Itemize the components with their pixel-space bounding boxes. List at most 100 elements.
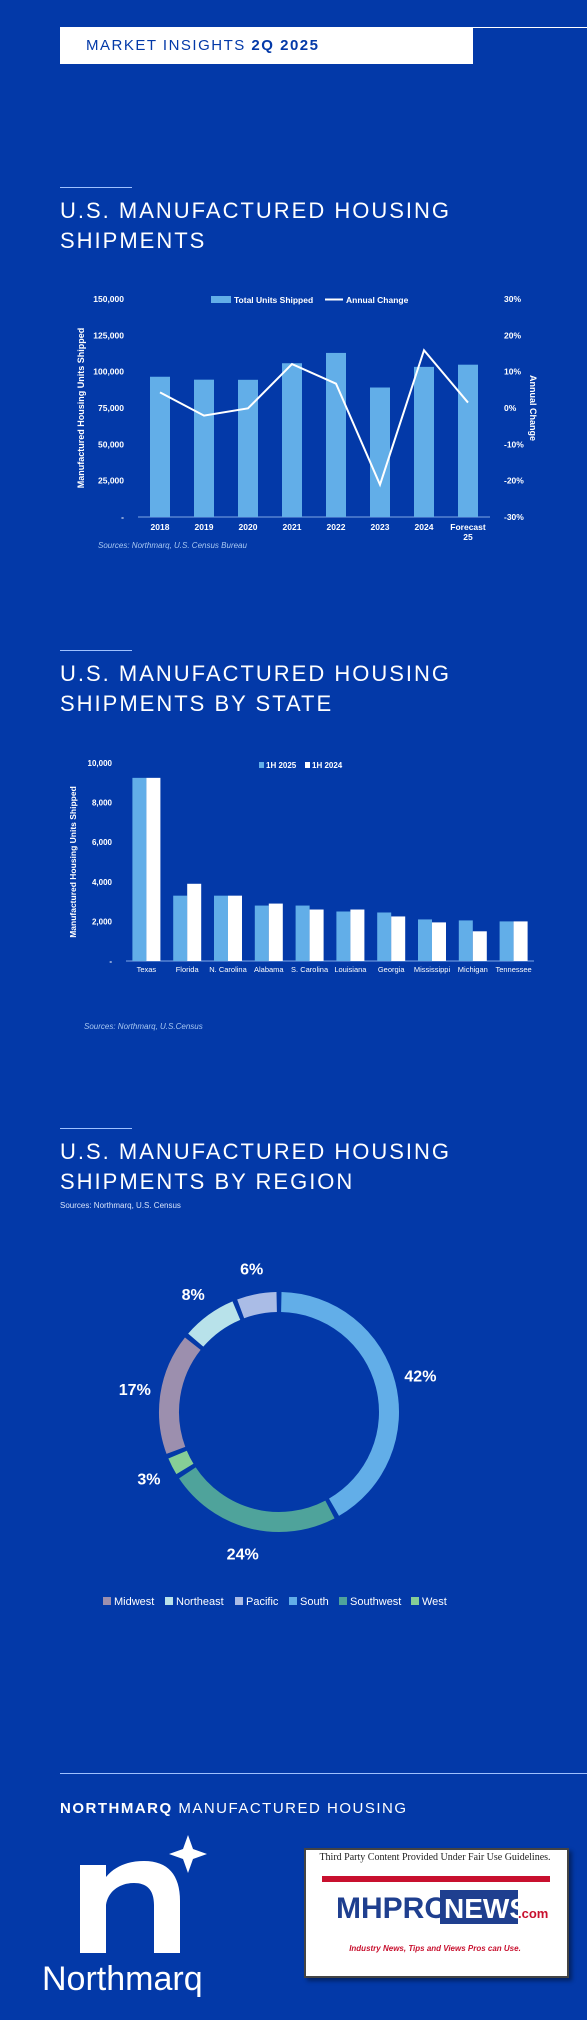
donut-slice-pacific (237, 1292, 278, 1319)
legend-label-annual-change: Annual Change (346, 295, 409, 305)
x-tick-label: 2020 (239, 522, 258, 532)
legend-label-pacific: Pacific (246, 1596, 279, 1608)
bar-total-units (326, 352, 346, 517)
x-tick-label: Forecast (450, 522, 486, 532)
y-right-tick-label: 30% (504, 294, 521, 304)
donut-slice-west (168, 1450, 194, 1475)
legend-swatch-1h-2024 (305, 762, 310, 768)
x-tick-label: S. Carolina (291, 965, 329, 974)
donut-label-west: 3% (137, 1471, 160, 1488)
x-tick-label: 2018 (151, 522, 170, 532)
legend-swatch-midwest (103, 1597, 111, 1605)
donut-label-pacific: 6% (240, 1262, 263, 1279)
bar-total-units (414, 366, 434, 517)
donut-slice-southwest (179, 1467, 335, 1532)
legend-swatch-southwest (339, 1597, 347, 1605)
bar-1h-2024 (146, 777, 161, 961)
x-tick-label: N. Carolina (209, 965, 247, 974)
bar-1h-2025 (458, 920, 473, 961)
bar-1h-2024 (432, 922, 446, 961)
y-right-tick-label: 10% (504, 367, 521, 377)
bar-1h-2025 (173, 895, 188, 961)
section-title-shipments: U.S. MANUFACTURED HOUSING SHIPMENTS (60, 198, 452, 253)
y-right-tick-label: -20% (504, 476, 524, 486)
footer-brand: NORTHMARQ MANUFACTURED HOUSING (60, 1800, 408, 1817)
y-left-tick-label: 25,000 (98, 476, 124, 486)
legend-swatch-west (411, 1597, 419, 1605)
footer-rule (60, 1773, 587, 1774)
donut-label-southwest: 24% (227, 1546, 259, 1563)
bar-1h-2025 (499, 921, 514, 961)
chart-shipments: - 25,000 50,000 75,000 100,000 125,000 150,000… (76, 294, 538, 542)
bar-1h-2024 (472, 931, 487, 961)
news-wordmark: NEWS (444, 1893, 528, 1924)
y-tick-label: 4,000 (92, 878, 113, 887)
y-right-axis-label: Annual Change (528, 375, 538, 441)
legend-swatch-pacific (235, 1597, 243, 1605)
x-tick-label: Louisiana (334, 965, 367, 974)
source-by-region: Sources: Northmarq, U.S. Census (60, 1201, 181, 1210)
y-tick-label: 8,000 (92, 799, 113, 808)
header-rule (473, 27, 587, 28)
header-title: MARKET INSIGHTS 2Q 2025 (86, 37, 320, 54)
bar-1h-2025 (418, 919, 432, 961)
northmarq-logo-text: Northmarq (42, 1960, 203, 1998)
y-left-tick-label: 50,000 (98, 439, 124, 449)
donut-slice-south (280, 1292, 399, 1516)
y-right-tick-label: 20% (504, 330, 521, 340)
northmarq-logo-mark (80, 1835, 207, 1953)
x-tick-label: 2021 (283, 522, 302, 532)
x-tick-label: 2023 (371, 522, 390, 532)
x-tick-label: Michigan (458, 965, 488, 974)
bar-1h-2025 (132, 777, 147, 961)
bar-1h-2024 (187, 883, 202, 961)
y-left-axis-label: Manufactured Housing Units Shipped (76, 328, 86, 489)
legend-swatch-northeast (165, 1597, 173, 1605)
bar-1h-2025 (336, 911, 351, 961)
y-axis-label: Manufactured Housing Units Shipped (68, 786, 78, 938)
legend-swatch-1h-2025 (259, 762, 264, 768)
x-tick-label: 2024 (415, 522, 434, 532)
y-left-tick-label: 75,000 (98, 403, 124, 413)
x-tick-label: 2022 (327, 522, 346, 532)
mhpronews-tagline: Industry News, Tips and Views Pros can U… (349, 1944, 521, 1953)
donut-slice-midwest (159, 1337, 201, 1454)
section-rule (60, 650, 132, 651)
y-left-tick-label: - (121, 512, 124, 522)
bar-1h-2024 (391, 916, 406, 961)
source-by-state: Sources: Northmarq, U.S.Census (84, 1022, 203, 1031)
line-annual-change (159, 348, 469, 488)
legend-label-west: West (422, 1596, 447, 1608)
bar-1h-2025 (377, 912, 392, 961)
legend-label-1h-2025: 1H 2025 (266, 761, 297, 770)
section-title-by-state: U.S. MANUFACTURED HOUSING SHIPMENTS BY ST… (60, 661, 452, 716)
bar-1h-2024 (268, 903, 283, 961)
legend-label-southwest: Southwest (350, 1596, 401, 1608)
bar-total-units (194, 379, 214, 517)
x-tick-label: 2019 (195, 522, 214, 532)
bar-1h-2024 (228, 895, 242, 961)
legend-label-northeast: Northeast (176, 1596, 224, 1608)
x-tick-label: Texas (137, 965, 157, 974)
y-right-tick-label: -30% (504, 512, 524, 522)
bar-1h-2025 (295, 905, 310, 961)
x-tick-label: 25 (463, 532, 473, 542)
legend-label-south: South (300, 1596, 329, 1608)
legend-label-midwest: Midwest (114, 1596, 154, 1608)
y-right-tick-label: 0% (504, 403, 517, 413)
chart-by-region: 42% 24% 3% 17% 8% 6% Midwest Northeast Pacific So… (103, 1262, 447, 1608)
mhpro-wordmark: MHPRO (336, 1892, 448, 1925)
bar-1h-2024 (350, 909, 365, 961)
mhpronews-logo: MHPRO NEWS .com (322, 1876, 550, 1926)
x-tick-label: Florida (176, 965, 200, 974)
donut-label-midwest: 17% (119, 1382, 151, 1399)
bar-total-units (282, 363, 302, 517)
x-tick-label: Tennessee (495, 965, 531, 974)
y-tick-label: 6,000 (92, 838, 113, 847)
donut-label-south: 42% (404, 1369, 436, 1386)
y-left-tick-label: 125,000 (93, 330, 124, 340)
bar-total-units (458, 364, 478, 517)
com-wordmark: .com (518, 1906, 548, 1921)
chart-by-state: - 2,000 4,000 6,000 8,000 10,000 Texas Florida N… (68, 759, 534, 974)
header-banner (60, 27, 473, 64)
